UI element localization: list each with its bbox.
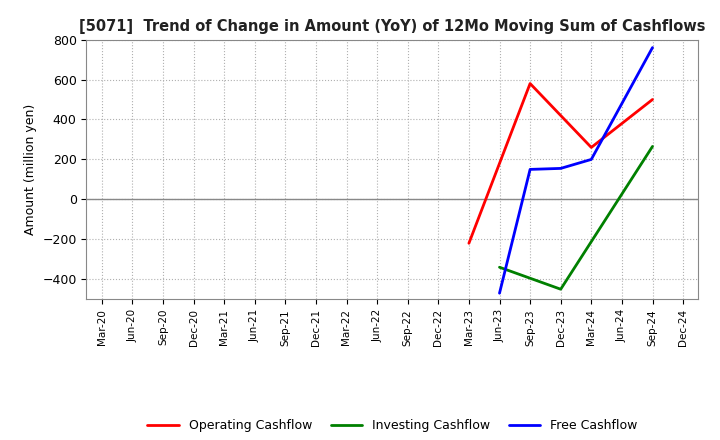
Operating Cashflow [464,241,473,246]
Legend: Operating Cashflow, Investing Cashflow, Free Cashflow: Operating Cashflow, Investing Cashflow, … [143,414,642,437]
Y-axis label: Amount (million yen): Amount (million yen) [24,104,37,235]
Free Cashflow [526,167,534,172]
Line: Operating Cashflow: Operating Cashflow [469,84,652,243]
Free Cashflow [495,290,504,296]
Investing Cashflow [648,144,657,149]
Investing Cashflow [557,286,565,292]
Investing Cashflow [495,264,504,270]
Free Cashflow [648,45,657,50]
Operating Cashflow [648,97,657,102]
Operating Cashflow [587,145,595,150]
Line: Investing Cashflow: Investing Cashflow [500,147,652,289]
Operating Cashflow [526,81,534,86]
Title: [5071]  Trend of Change in Amount (YoY) of 12Mo Moving Sum of Cashflows: [5071] Trend of Change in Amount (YoY) o… [79,19,706,34]
Free Cashflow [587,157,595,162]
Line: Free Cashflow: Free Cashflow [500,48,652,293]
Free Cashflow [557,166,565,171]
